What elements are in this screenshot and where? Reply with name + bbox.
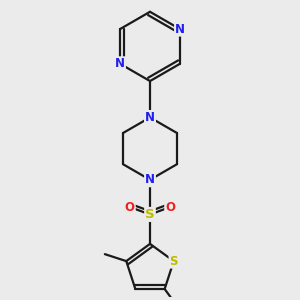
Text: N: N [145, 173, 155, 186]
Text: N: N [175, 22, 185, 36]
Text: O: O [125, 201, 135, 214]
Text: O: O [165, 201, 175, 214]
Text: S: S [169, 255, 178, 268]
Text: N: N [145, 111, 155, 124]
Text: N: N [145, 111, 155, 124]
Text: N: N [115, 57, 125, 70]
Text: S: S [145, 208, 155, 221]
